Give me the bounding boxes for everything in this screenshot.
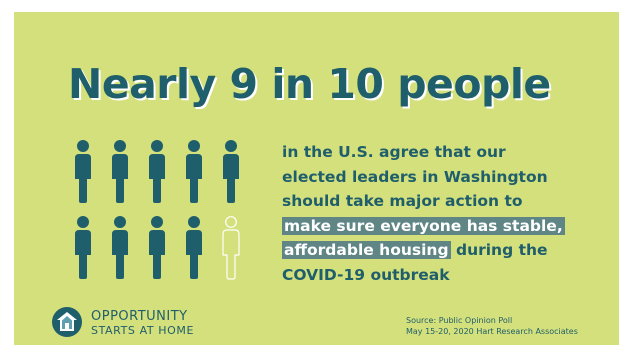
statement-line-6: COVID-19 outbreak [282,265,450,284]
infographic-card: Nearly 9 in 10 people in the U.S. agree … [14,12,619,345]
person-icon-filled [112,140,128,203]
house-logo-icon [52,307,82,337]
statement-tail: during the [450,241,548,259]
people-icon-grid [70,140,246,290]
source-line-1: Source: Public Opinion Poll [406,316,513,325]
person-icon-filled [223,140,239,203]
person-icon-outline [222,216,240,280]
person-icon-filled [186,140,202,203]
statement-text: in the U.S. agree that our elected leader… [282,140,617,287]
statement-line-2: elected leaders in Washington [282,167,548,186]
statement-line-1: in the U.S. agree that our [282,143,506,161]
logo-title: OPPORTUNITY [91,309,188,324]
person-icon-filled [149,216,165,279]
statement-line-3: should take major action to [282,192,523,210]
source-note: Source: Public Opinion Poll May 15-20, 2… [406,315,578,337]
statement-highlight-1: make sure everyone has stable, [282,216,565,235]
source-line-2: May 15-20, 2020 Hart Research Associates [406,327,578,336]
person-icon-filled [149,140,165,203]
logo-subtitle: STARTS AT HOME [91,324,195,337]
statement-highlight-2: affordable housing [282,241,451,259]
person-icon-filled [112,216,128,279]
headline: Nearly 9 in 10 people [68,60,551,108]
person-icon-filled [75,140,91,203]
person-icon-filled [186,216,202,279]
person-icon-filled [75,216,91,279]
